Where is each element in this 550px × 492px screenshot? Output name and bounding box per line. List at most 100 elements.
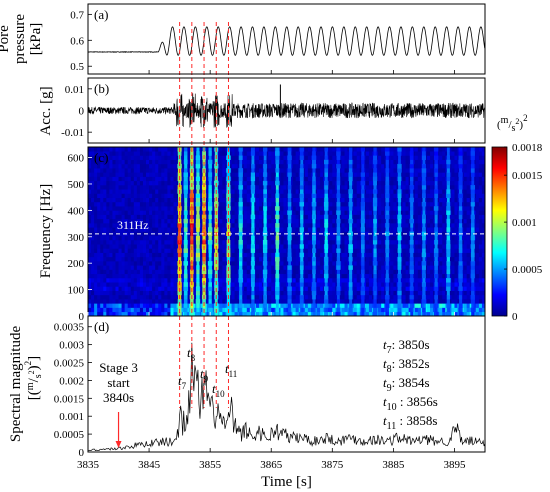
heatmap-cell (402, 248, 406, 253)
heatmap-cell (252, 286, 257, 291)
heatmap-cell (448, 155, 452, 160)
heatmap-cell (365, 210, 370, 215)
heatmap-cell (222, 172, 226, 177)
heatmap-cell (259, 290, 263, 296)
heatmap-cell (103, 248, 107, 253)
heatmap-cell (295, 197, 300, 203)
heatmap-cell (149, 210, 153, 215)
heatmap-cell (112, 235, 116, 241)
heatmap-cell (329, 248, 333, 253)
heatmap-cell (121, 172, 125, 177)
heatmap-cell (317, 218, 321, 224)
heatmap-cell (329, 163, 333, 169)
heatmap-cell (139, 185, 144, 190)
heatmap-cell (158, 172, 162, 177)
heatmap-cell (454, 218, 458, 224)
heatmap-cell (338, 277, 342, 283)
heatmap-cell (442, 269, 446, 275)
heatmap-cell (283, 214, 287, 220)
heatmap-cell (127, 235, 132, 241)
heatmap-cell (381, 201, 385, 207)
heatmap-cell (301, 311, 306, 316)
heatmap-cell (304, 282, 309, 287)
heatmap-cell (268, 290, 272, 296)
heatmap-cell (426, 197, 431, 203)
heatmap-cell (170, 159, 174, 165)
heatmap-cell (204, 210, 208, 215)
heatmap-cell (365, 303, 370, 308)
heatmap-cell (353, 269, 358, 275)
heatmap-cell (268, 307, 272, 313)
heatmap-cell (344, 159, 348, 165)
heatmap-cell (139, 210, 144, 215)
heatmap-cell (332, 269, 336, 275)
heatmap-cell (399, 180, 403, 186)
heatmap-cell (356, 227, 361, 232)
heatmap-cell (161, 303, 165, 308)
heatmap-cell (133, 282, 138, 287)
heatmap-cell (240, 159, 245, 165)
heatmap-cell (292, 210, 296, 215)
heatmap-cell (142, 163, 147, 169)
heatmap-cell (243, 218, 248, 224)
heatmap-cell (292, 282, 296, 287)
heatmap-cell (161, 256, 165, 262)
heatmap-cell (149, 180, 153, 186)
heatmap-cell (295, 239, 300, 245)
heatmap-cell (463, 193, 467, 198)
heatmap-cell (439, 193, 443, 198)
heatmap-cell (390, 256, 394, 262)
heatmap-cell (283, 189, 287, 194)
heatmap-cell (97, 176, 101, 182)
heatmap-cell (381, 210, 385, 215)
heatmap-cell (356, 206, 361, 211)
heatmap-cell (115, 311, 119, 316)
heatmap-cell (231, 201, 235, 207)
heatmap-cell (91, 159, 95, 165)
heatmap-cell (158, 210, 162, 215)
heatmap-cell (161, 197, 165, 203)
heatmap-cell (307, 261, 312, 266)
heatmap-cell (231, 168, 235, 173)
heatmap-cell (112, 214, 116, 220)
heatmap-cell (292, 163, 296, 169)
heatmap-cell (222, 256, 226, 262)
heatmap-cell (353, 290, 358, 296)
heatmap-cell (368, 244, 373, 249)
heatmap-cell (280, 206, 284, 211)
heatmap-cell (191, 290, 196, 296)
heatmap-cell (252, 159, 257, 165)
heatmap-cell (451, 155, 455, 160)
heatmap-cell (124, 261, 128, 266)
heatmap-cell (136, 159, 141, 165)
heatmap-cell (222, 210, 226, 215)
heatmap-cell (234, 299, 238, 304)
heatmap-cell (451, 172, 455, 177)
heatmap-cell (442, 307, 446, 313)
heatmap-cell (173, 239, 177, 245)
heatmap-cell (368, 189, 373, 194)
heatmap-cell (155, 294, 159, 300)
heatmap-cell (344, 151, 348, 156)
heatmap-cell (393, 159, 397, 165)
heatmap-cell (304, 155, 309, 160)
heatmap-cell (161, 201, 165, 207)
heatmap-cell (466, 265, 471, 270)
heatmap-cell (329, 290, 333, 296)
heatmap-cell (454, 147, 458, 152)
heatmap-cell (210, 155, 214, 160)
heatmap-cell (439, 244, 443, 249)
heatmap-cell (161, 265, 165, 270)
heatmap-cell (167, 273, 171, 279)
heatmap-cell (152, 261, 156, 266)
heatmap-cell (329, 218, 333, 224)
heatmap-cell (155, 265, 159, 270)
heatmap-cell (158, 248, 162, 253)
heatmap-cell (411, 273, 416, 279)
heatmap-cell (97, 277, 101, 283)
heatmap-cell (365, 282, 370, 287)
heatmap-cell (109, 311, 113, 316)
heatmap-cell (365, 193, 370, 198)
heatmap-cell (149, 163, 153, 169)
heatmap-cell (173, 235, 177, 241)
